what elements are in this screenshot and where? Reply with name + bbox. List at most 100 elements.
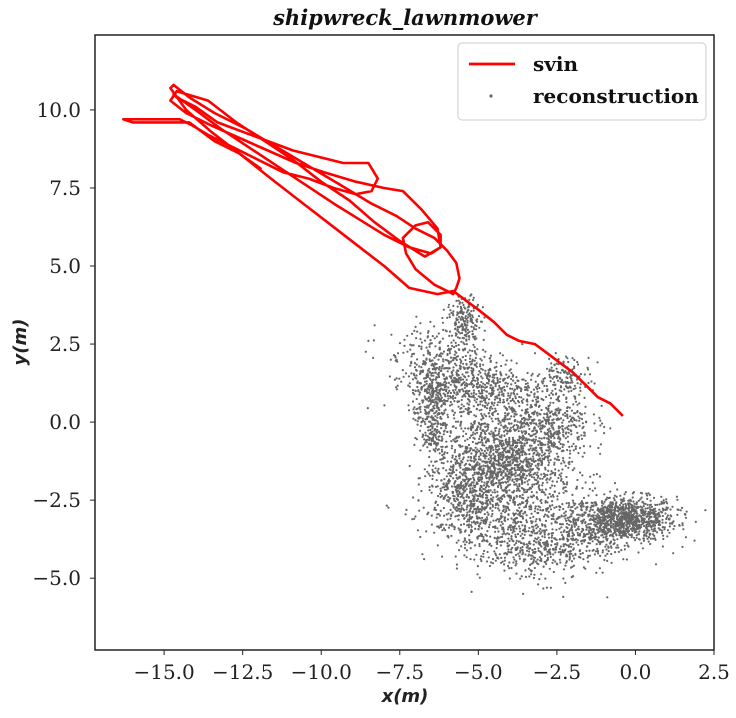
reconstruction-point	[508, 436, 511, 439]
reconstruction-point	[500, 374, 503, 377]
reconstruction-point	[431, 474, 434, 477]
reconstruction-point	[541, 553, 544, 556]
reconstruction-point	[522, 460, 525, 463]
reconstruction-point	[540, 437, 543, 440]
reconstruction-point	[528, 453, 531, 456]
reconstruction-point	[486, 530, 489, 533]
reconstruction-point	[466, 328, 469, 331]
reconstruction-point	[568, 385, 571, 388]
reconstruction-point	[545, 422, 548, 425]
reconstruction-point	[467, 526, 470, 529]
reconstruction-point	[480, 408, 483, 411]
reconstruction-point	[532, 427, 536, 430]
reconstruction-point	[565, 475, 568, 479]
reconstruction-point	[552, 558, 555, 562]
reconstruction-point	[474, 455, 477, 458]
reconstruction-point	[565, 371, 568, 374]
reconstruction-point	[547, 464, 550, 467]
reconstruction-point	[468, 349, 471, 352]
reconstruction-point	[457, 539, 460, 542]
reconstruction-point	[413, 329, 416, 332]
reconstruction-point	[450, 444, 454, 448]
reconstruction-point	[513, 392, 516, 396]
reconstruction-point	[635, 536, 638, 540]
reconstruction-point	[551, 528, 554, 531]
reconstruction-point	[621, 508, 624, 511]
reconstruction-point	[476, 427, 479, 430]
reconstruction-point	[544, 466, 547, 469]
reconstruction-point	[440, 405, 443, 408]
reconstruction-point	[523, 506, 526, 509]
reconstruction-point	[561, 427, 564, 431]
reconstruction-point	[525, 546, 528, 549]
reconstruction-point	[530, 520, 533, 523]
reconstruction-point	[552, 548, 555, 551]
reconstruction-point	[514, 402, 517, 405]
reconstruction-point	[479, 363, 482, 366]
reconstruction-point	[538, 437, 541, 440]
reconstruction-point	[442, 392, 445, 395]
reconstruction-point	[453, 440, 456, 443]
reconstruction-point	[446, 460, 449, 463]
reconstruction-point	[642, 539, 646, 543]
reconstruction-point	[465, 508, 468, 511]
reconstruction-point	[478, 458, 482, 461]
reconstruction-point	[559, 377, 562, 380]
reconstruction-point	[543, 412, 546, 415]
reconstruction-point	[541, 444, 544, 447]
reconstruction-point	[684, 536, 688, 539]
reconstruction-point	[530, 475, 534, 479]
reconstruction-point	[499, 540, 502, 544]
reconstruction-point	[491, 503, 494, 507]
reconstruction-point	[479, 558, 482, 561]
reconstruction-point	[571, 460, 574, 463]
reconstruction-point	[423, 405, 426, 408]
reconstruction-point	[456, 313, 459, 316]
reconstruction-point	[458, 453, 461, 456]
reconstruction-point	[479, 434, 482, 437]
reconstruction-point	[645, 492, 648, 495]
reconstruction-point	[466, 319, 469, 322]
reconstruction-point	[498, 380, 502, 383]
reconstruction-point	[530, 573, 533, 576]
reconstruction-point	[459, 361, 462, 364]
reconstruction-point	[456, 336, 459, 339]
reconstruction-point	[583, 396, 586, 399]
reconstruction-point	[515, 489, 518, 492]
reconstruction-point	[474, 429, 477, 432]
reconstruction-point	[587, 381, 590, 385]
reconstruction-point	[493, 488, 496, 491]
reconstruction-point	[424, 418, 427, 421]
reconstruction-point	[500, 486, 503, 490]
reconstruction-point	[483, 389, 486, 392]
reconstruction-point	[481, 306, 484, 309]
reconstruction-point	[536, 531, 539, 534]
reconstruction-point	[486, 466, 489, 469]
reconstruction-point	[494, 552, 497, 555]
reconstruction-point	[412, 408, 415, 411]
reconstruction-point	[488, 564, 491, 568]
reconstruction-point	[462, 472, 466, 475]
reconstruction-point	[441, 523, 444, 526]
reconstruction-point	[553, 506, 556, 509]
reconstruction-point	[474, 356, 477, 360]
reconstruction-point	[486, 550, 489, 554]
reconstruction-point	[575, 419, 578, 422]
reconstruction-point	[523, 533, 526, 537]
reconstruction-point	[456, 477, 459, 480]
reconstruction-point	[593, 422, 596, 425]
reconstruction-point	[474, 453, 478, 456]
reconstruction-point	[433, 325, 436, 328]
reconstruction-point	[514, 446, 518, 449]
reconstruction-point	[499, 458, 502, 461]
reconstruction-point	[633, 508, 636, 511]
reconstruction-point	[636, 527, 639, 531]
reconstruction-point	[480, 468, 483, 471]
reconstruction-point	[447, 499, 450, 502]
reconstruction-point	[455, 509, 458, 512]
reconstruction-point	[640, 542, 643, 545]
reconstruction-point	[509, 526, 512, 529]
reconstruction-point	[469, 499, 472, 502]
reconstruction-point	[426, 446, 429, 449]
reconstruction-point	[671, 522, 674, 525]
